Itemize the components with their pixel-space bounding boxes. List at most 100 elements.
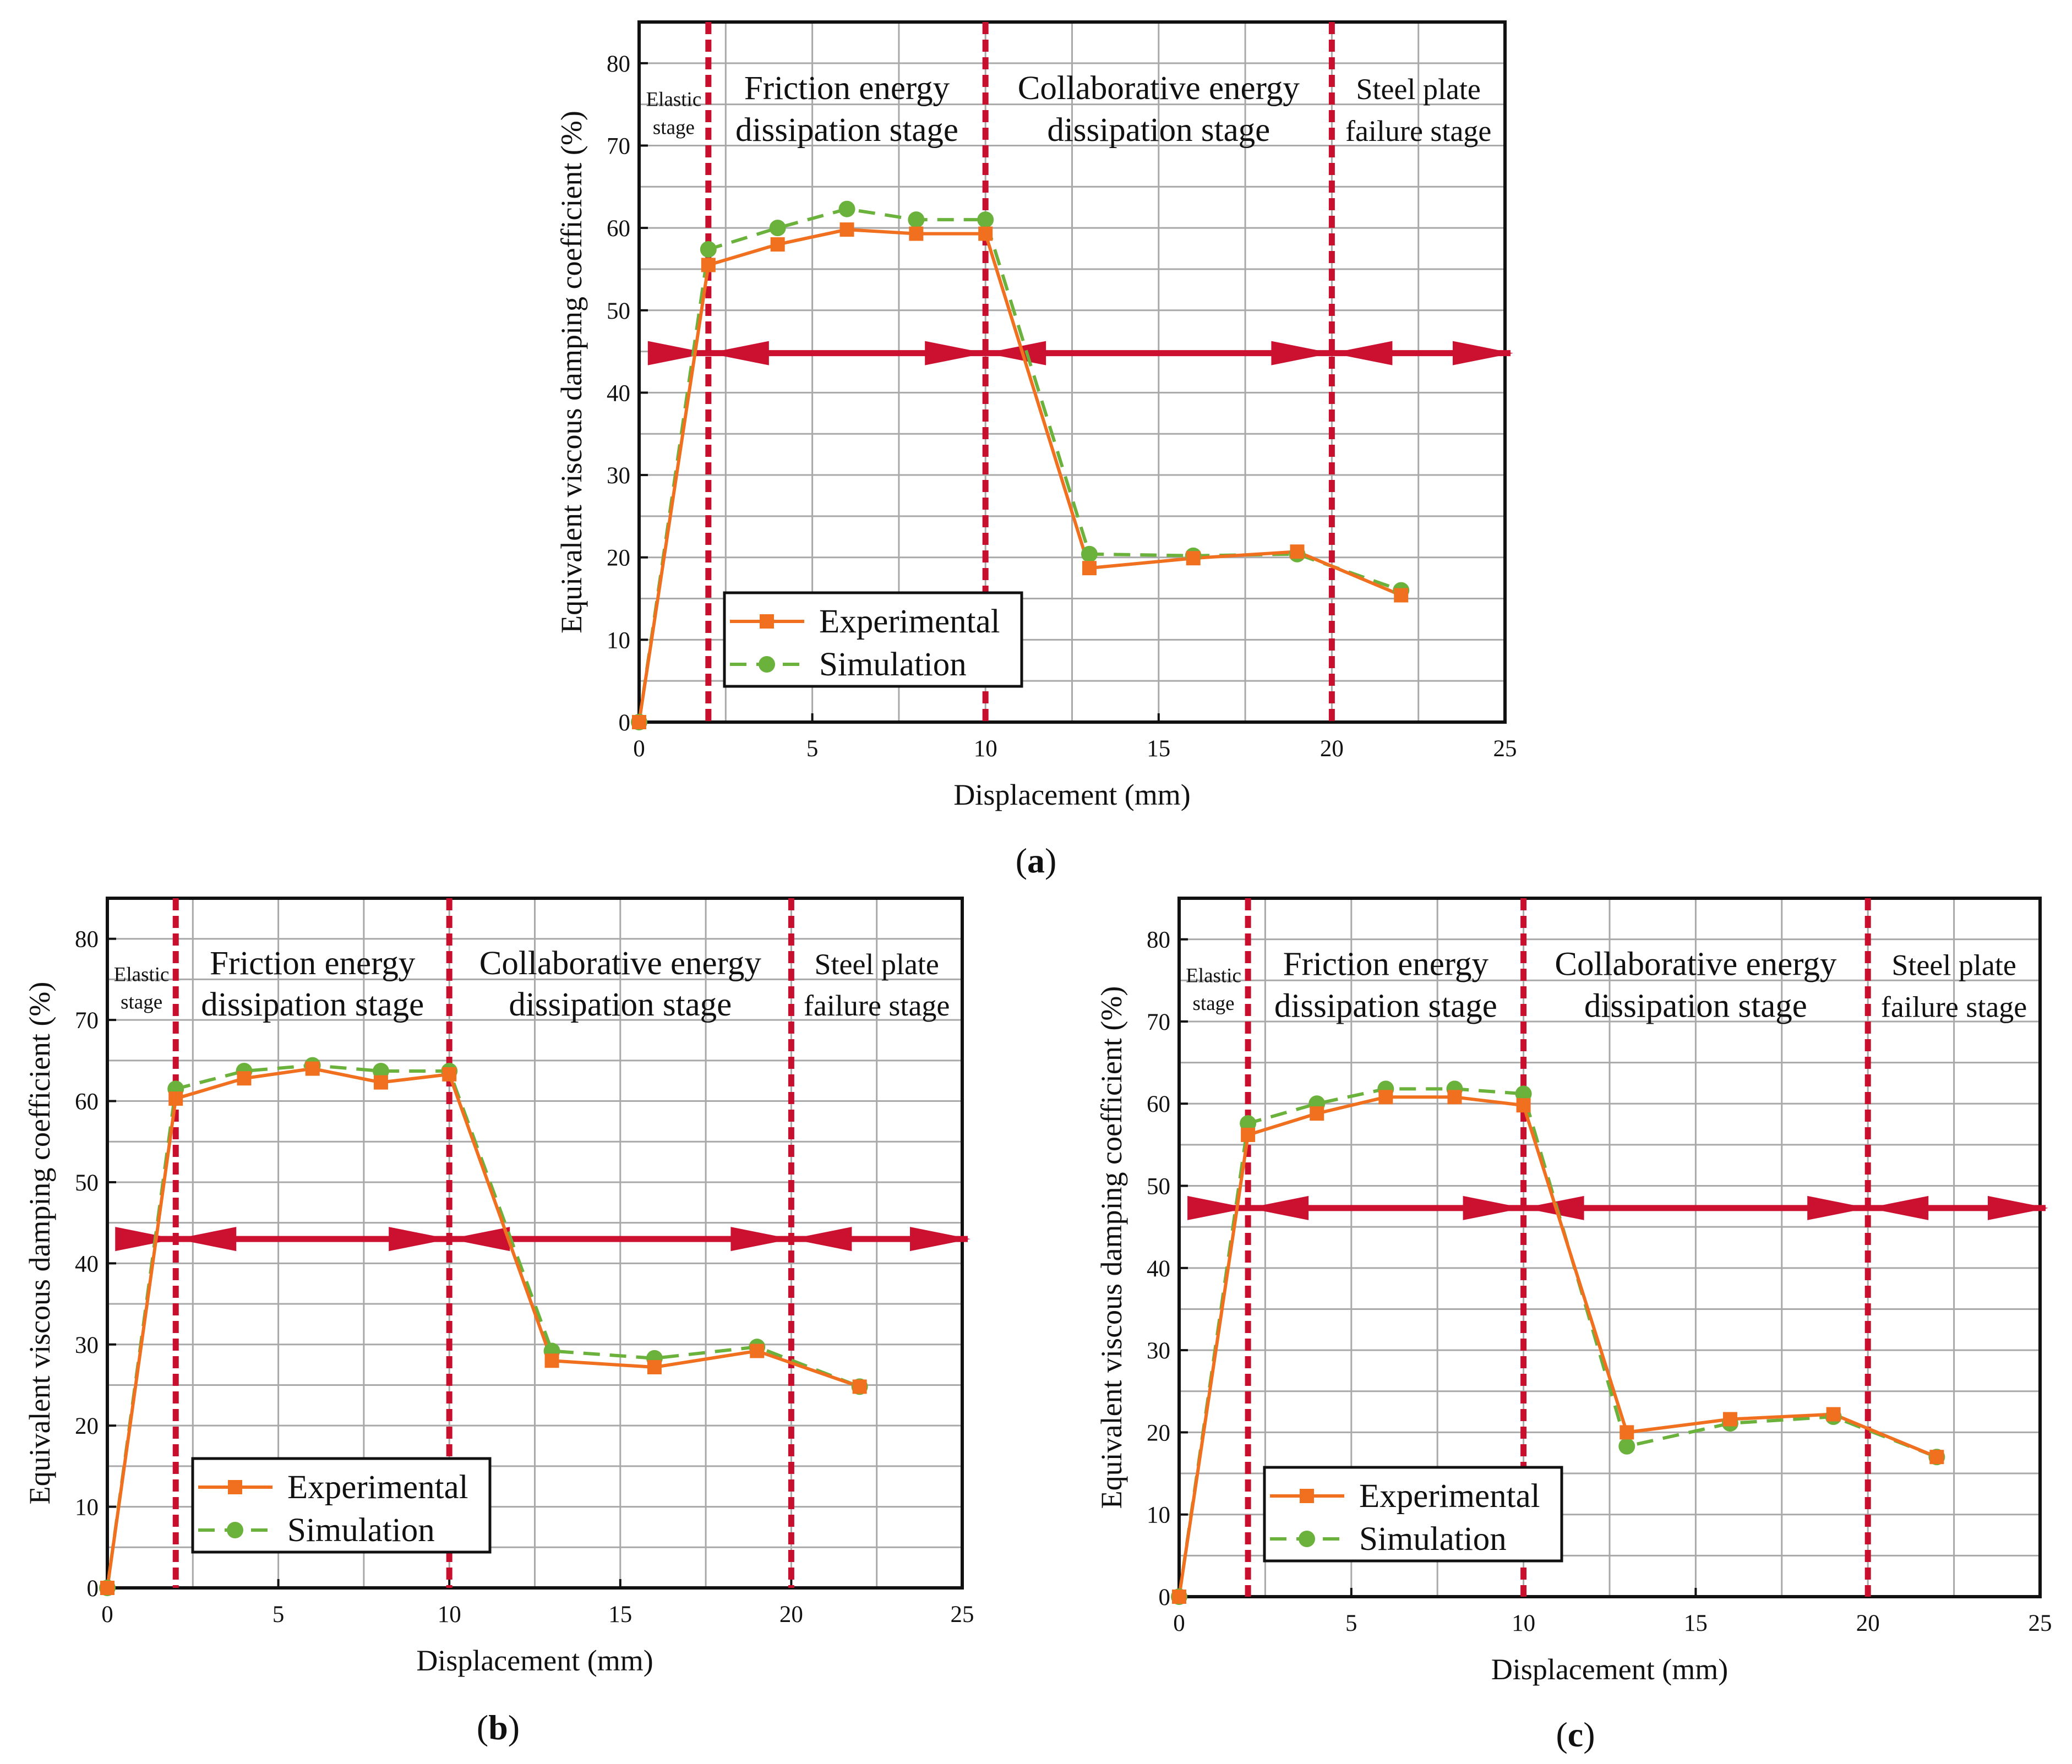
series-line-experimental: [1177, 1095, 1938, 1597]
threshold-arrow-right: [1988, 1195, 2048, 1220]
stage-label-line: Friction energy: [1283, 946, 1489, 983]
data-point-experimental: [544, 1353, 559, 1368]
legend-label-simulation: Simulation: [1359, 1521, 1507, 1558]
threshold-arrow-right: [1807, 1195, 1868, 1220]
stage-label-line: failure stage: [1881, 991, 2027, 1024]
stage-label: Collaborative energy dissipation stage: [1018, 70, 1300, 149]
stage-label-line: stage: [653, 117, 695, 139]
y-tick-label: 40: [75, 1251, 99, 1277]
stage-label-line: Friction energy: [210, 945, 416, 982]
data-point-simulation: [372, 1062, 389, 1079]
y-axis-title: Equivalent viscous damping coefficient (…: [555, 111, 588, 633]
y-tick-label: 10: [1147, 1503, 1170, 1528]
stage-label: Friction energy dissipation stage: [1274, 946, 1497, 1025]
y-tick-label: 10: [607, 627, 630, 653]
stage-label: Friction energy dissipation stage: [201, 945, 424, 1023]
y-tick-label: 30: [1147, 1338, 1170, 1364]
stage-label: Elastic stage: [646, 89, 702, 139]
y-tick-label: 10: [75, 1495, 99, 1521]
data-point-simulation: [1081, 545, 1098, 562]
x-tick-label: 10: [974, 736, 997, 762]
threshold-arrow-right: [730, 1227, 792, 1252]
panel-caption: (a): [1016, 841, 1057, 880]
y-tick-label: 30: [607, 463, 630, 489]
legend-label-experimental: Experimental: [287, 1469, 468, 1506]
legend-label-experimental: Experimental: [1359, 1478, 1540, 1515]
x-tick-label: 10: [438, 1602, 461, 1628]
threshold-arrow-right: [910, 1227, 970, 1252]
threshold-arrow-right: [647, 341, 708, 365]
stage-label: Friction energy dissipation stage: [735, 70, 958, 149]
stage-label-line: stage: [1193, 992, 1235, 1015]
y-axis-title: Equivalent viscous damping coefficient (…: [1095, 986, 1128, 1509]
y-tick-label: 70: [607, 133, 630, 159]
threshold-arrow-left: [1332, 341, 1393, 365]
data-point-experimental: [750, 1344, 765, 1358]
x-tick-label: 15: [1684, 1610, 1708, 1636]
series-line-experimental: [637, 228, 1402, 723]
data-point-experimental: [1310, 1106, 1324, 1121]
caption-close: ): [508, 1708, 520, 1747]
x-tick-label: 0: [633, 736, 645, 762]
caption-open: (: [477, 1708, 488, 1747]
legend-box: [723, 591, 1023, 688]
data-point-simulation: [977, 211, 994, 228]
threshold-arrow-right: [115, 1227, 176, 1252]
x-tick-label: 20: [779, 1602, 803, 1628]
data-point-experimental: [852, 1379, 867, 1394]
panel-caption: (b): [477, 1708, 520, 1747]
data-point-experimental: [770, 237, 785, 252]
stage-label-line: dissipation stage: [1584, 988, 1807, 1025]
data-point-experimental: [168, 1091, 183, 1106]
y-tick-label: 30: [75, 1332, 99, 1358]
data-point-experimental: [1290, 544, 1305, 559]
caption-open: (: [1016, 841, 1027, 880]
data-point-experimental: [373, 1075, 388, 1090]
data-point-experimental: [100, 1581, 114, 1595]
y-tick-label: 0: [619, 710, 631, 736]
stage-label: Collaborative energy dissipation stage: [1555, 946, 1837, 1025]
threshold-arrow-right: [1271, 341, 1332, 365]
y-tick-label: 0: [1159, 1585, 1171, 1610]
data-point-simulation: [700, 241, 717, 258]
stage-label-line: Elastic: [646, 89, 702, 111]
stage-label-line: Collaborative energy: [479, 945, 762, 982]
data-point-simulation: [838, 200, 855, 217]
y-tick-label: 70: [75, 1008, 99, 1034]
legend-marker-simulation: [227, 1522, 243, 1538]
x-tick-label: 0: [101, 1602, 113, 1628]
y-axis-title: Equivalent viscous damping coefficient (…: [23, 982, 56, 1505]
series-line-simulation: [106, 1063, 860, 1588]
stage-label-line: dissipation stage: [1274, 988, 1497, 1025]
legend-marker-experimental: [1300, 1489, 1314, 1503]
y-tick-label: 50: [75, 1170, 99, 1196]
caption-letter: a: [1027, 841, 1045, 880]
y-tick-label: 70: [1147, 1009, 1170, 1035]
stage-label-line: dissipation stage: [509, 986, 732, 1023]
legend-marker-experimental: [760, 614, 774, 629]
threshold-arrow-right: [1463, 1195, 1524, 1220]
data-point-experimental: [647, 1360, 662, 1375]
chart-panel-c: 0 5 10 15 20 25 0 10 20 30 40 50 60 70 80 Displacement …: [1095, 897, 2052, 1754]
caption-close: ): [1583, 1715, 1595, 1754]
data-point-experimental: [1378, 1090, 1393, 1105]
caption-letter: c: [1568, 1715, 1583, 1754]
stage-label-line: failure stage: [1345, 114, 1491, 148]
x-axis-title: Displacement (mm): [416, 1644, 653, 1677]
y-tick-label: 80: [607, 51, 630, 77]
data-point-experimental: [442, 1067, 457, 1082]
stage-label-line: Friction energy: [744, 70, 950, 107]
x-tick-label: 20: [1320, 736, 1344, 762]
y-tick-label: 0: [87, 1576, 99, 1602]
y-tick-label: 60: [607, 216, 630, 242]
stage-label: Elastic stage: [1186, 964, 1241, 1015]
stage-label-line: stage: [121, 991, 162, 1013]
data-point-simulation: [1515, 1085, 1532, 1102]
y-tick-label: 50: [1147, 1174, 1170, 1200]
data-point-experimental: [1516, 1098, 1531, 1113]
data-point-experimental: [1722, 1412, 1737, 1427]
threshold-arrow-left: [449, 1227, 510, 1252]
y-tick-label: 40: [607, 380, 630, 406]
x-tick-label: 5: [806, 736, 819, 762]
x-tick-label: 25: [951, 1602, 974, 1628]
